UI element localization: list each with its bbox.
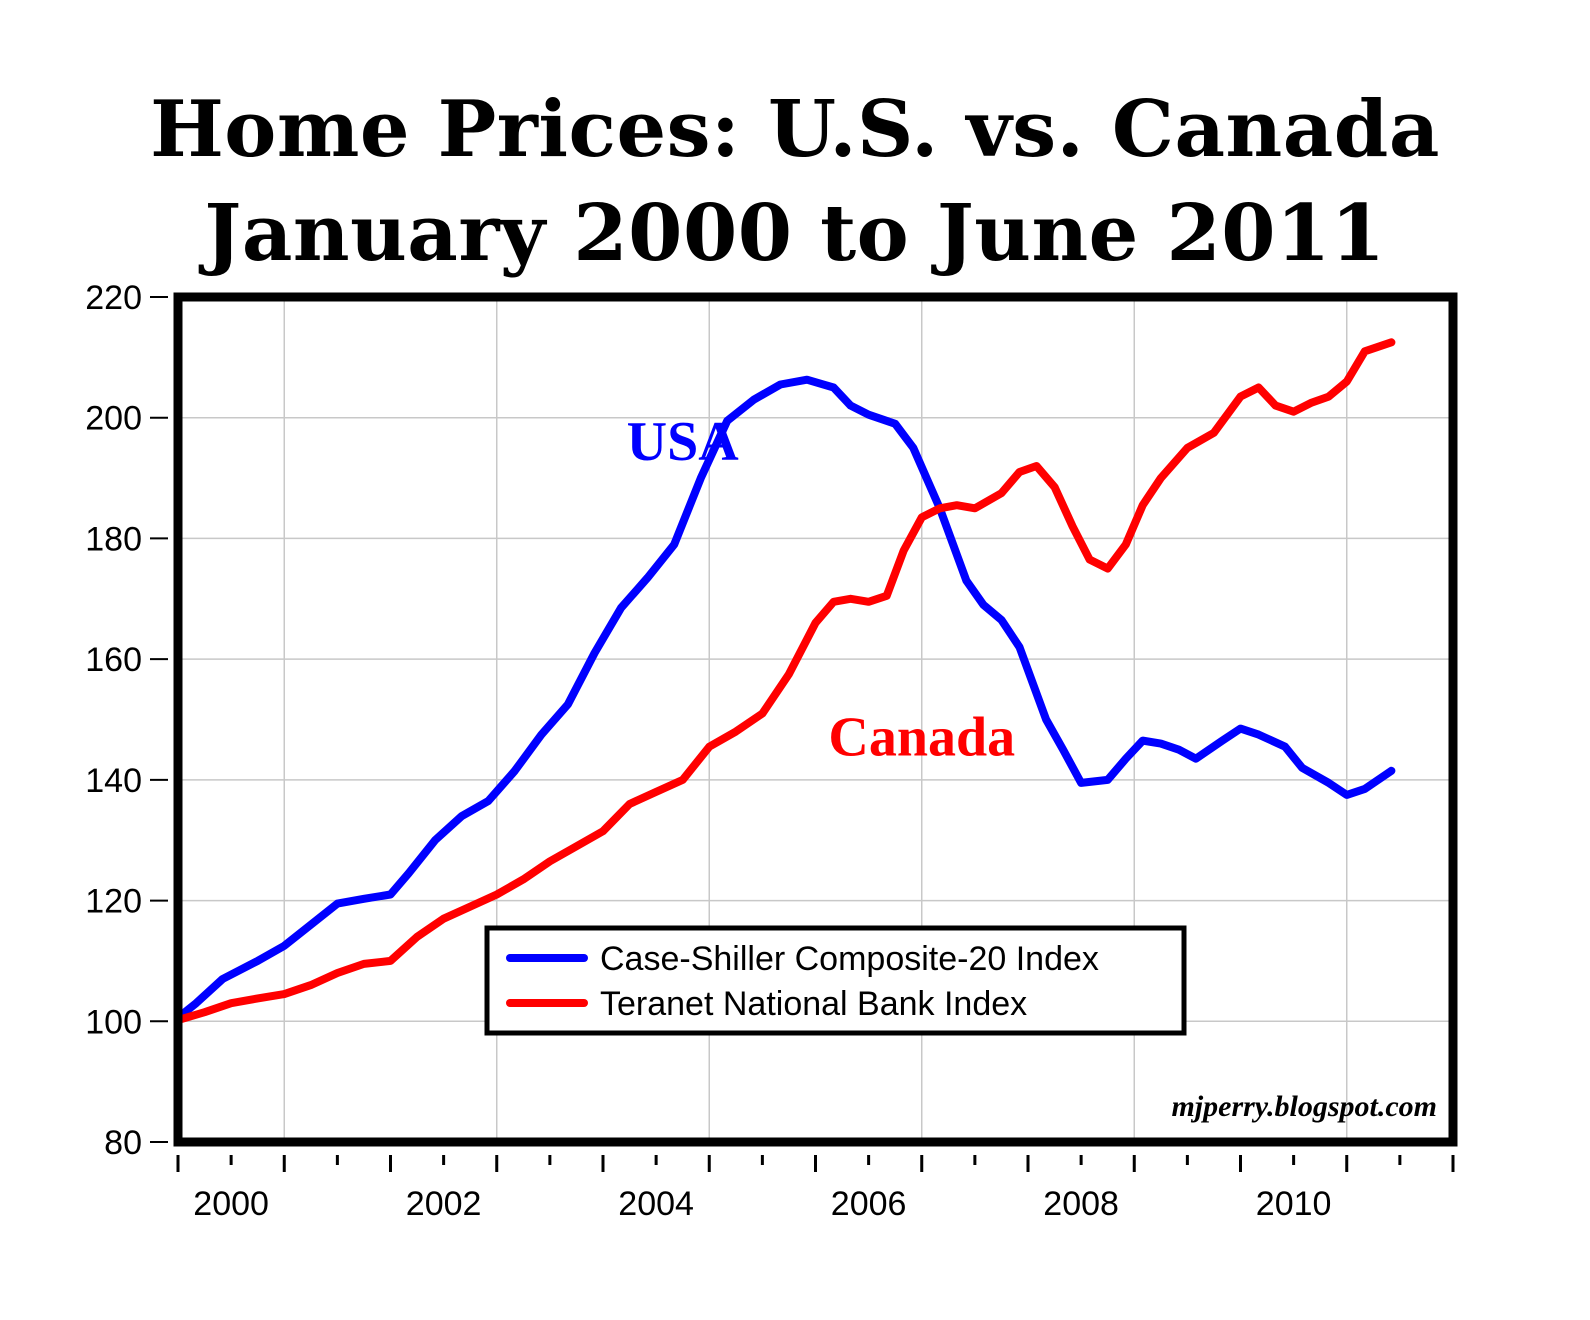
y-tick-label: 80 <box>104 1124 142 1162</box>
y-tick-label: 100 <box>85 1003 142 1041</box>
x-tick-label: 2006 <box>831 1185 907 1223</box>
x-tick-label: 2002 <box>406 1185 482 1223</box>
series-line-canada <box>174 338 1396 1025</box>
y-tick-label: 140 <box>85 762 142 800</box>
y-tick-label: 220 <box>85 279 142 317</box>
annotation-usa: USA <box>627 411 740 473</box>
plot-frame <box>173 292 1458 1147</box>
y-tick-label: 180 <box>85 520 142 558</box>
annotation-canada: Canada <box>828 707 1015 769</box>
chart-title-block: Home Prices: U.S. vs. Canada January 200… <box>0 78 1590 286</box>
series-line-usa <box>174 375 1396 1022</box>
x-tick-label: 2010 <box>1256 1185 1332 1223</box>
legend: Case-Shiller Composite-20 Index Teranet … <box>484 925 1187 1036</box>
series-lines <box>174 338 1396 1025</box>
legend-label-usa: Case-Shiller Composite-20 Index <box>600 940 1099 978</box>
y-tick-label: 160 <box>85 641 142 679</box>
y-tick-label: 200 <box>85 400 142 438</box>
axes: 80 100 120 140 160 180 200 220 2000 2002 2004 2006 2… <box>85 279 1455 1223</box>
x-tick-label: 2004 <box>618 1185 694 1223</box>
y-tick-label: 120 <box>85 883 142 921</box>
legend-box <box>484 925 1187 1036</box>
x-tick-label: 2000 <box>193 1185 269 1223</box>
x-tick-label: 2008 <box>1043 1185 1119 1223</box>
chart-subtitle: January 2000 to June 2011 <box>204 188 1386 279</box>
chart-title: Home Prices: U.S. vs. Canada <box>150 84 1440 175</box>
legend-label-canada: Teranet National Bank Index <box>600 985 1027 1023</box>
watermark: mjperry.blogspot.com <box>1171 1090 1437 1123</box>
